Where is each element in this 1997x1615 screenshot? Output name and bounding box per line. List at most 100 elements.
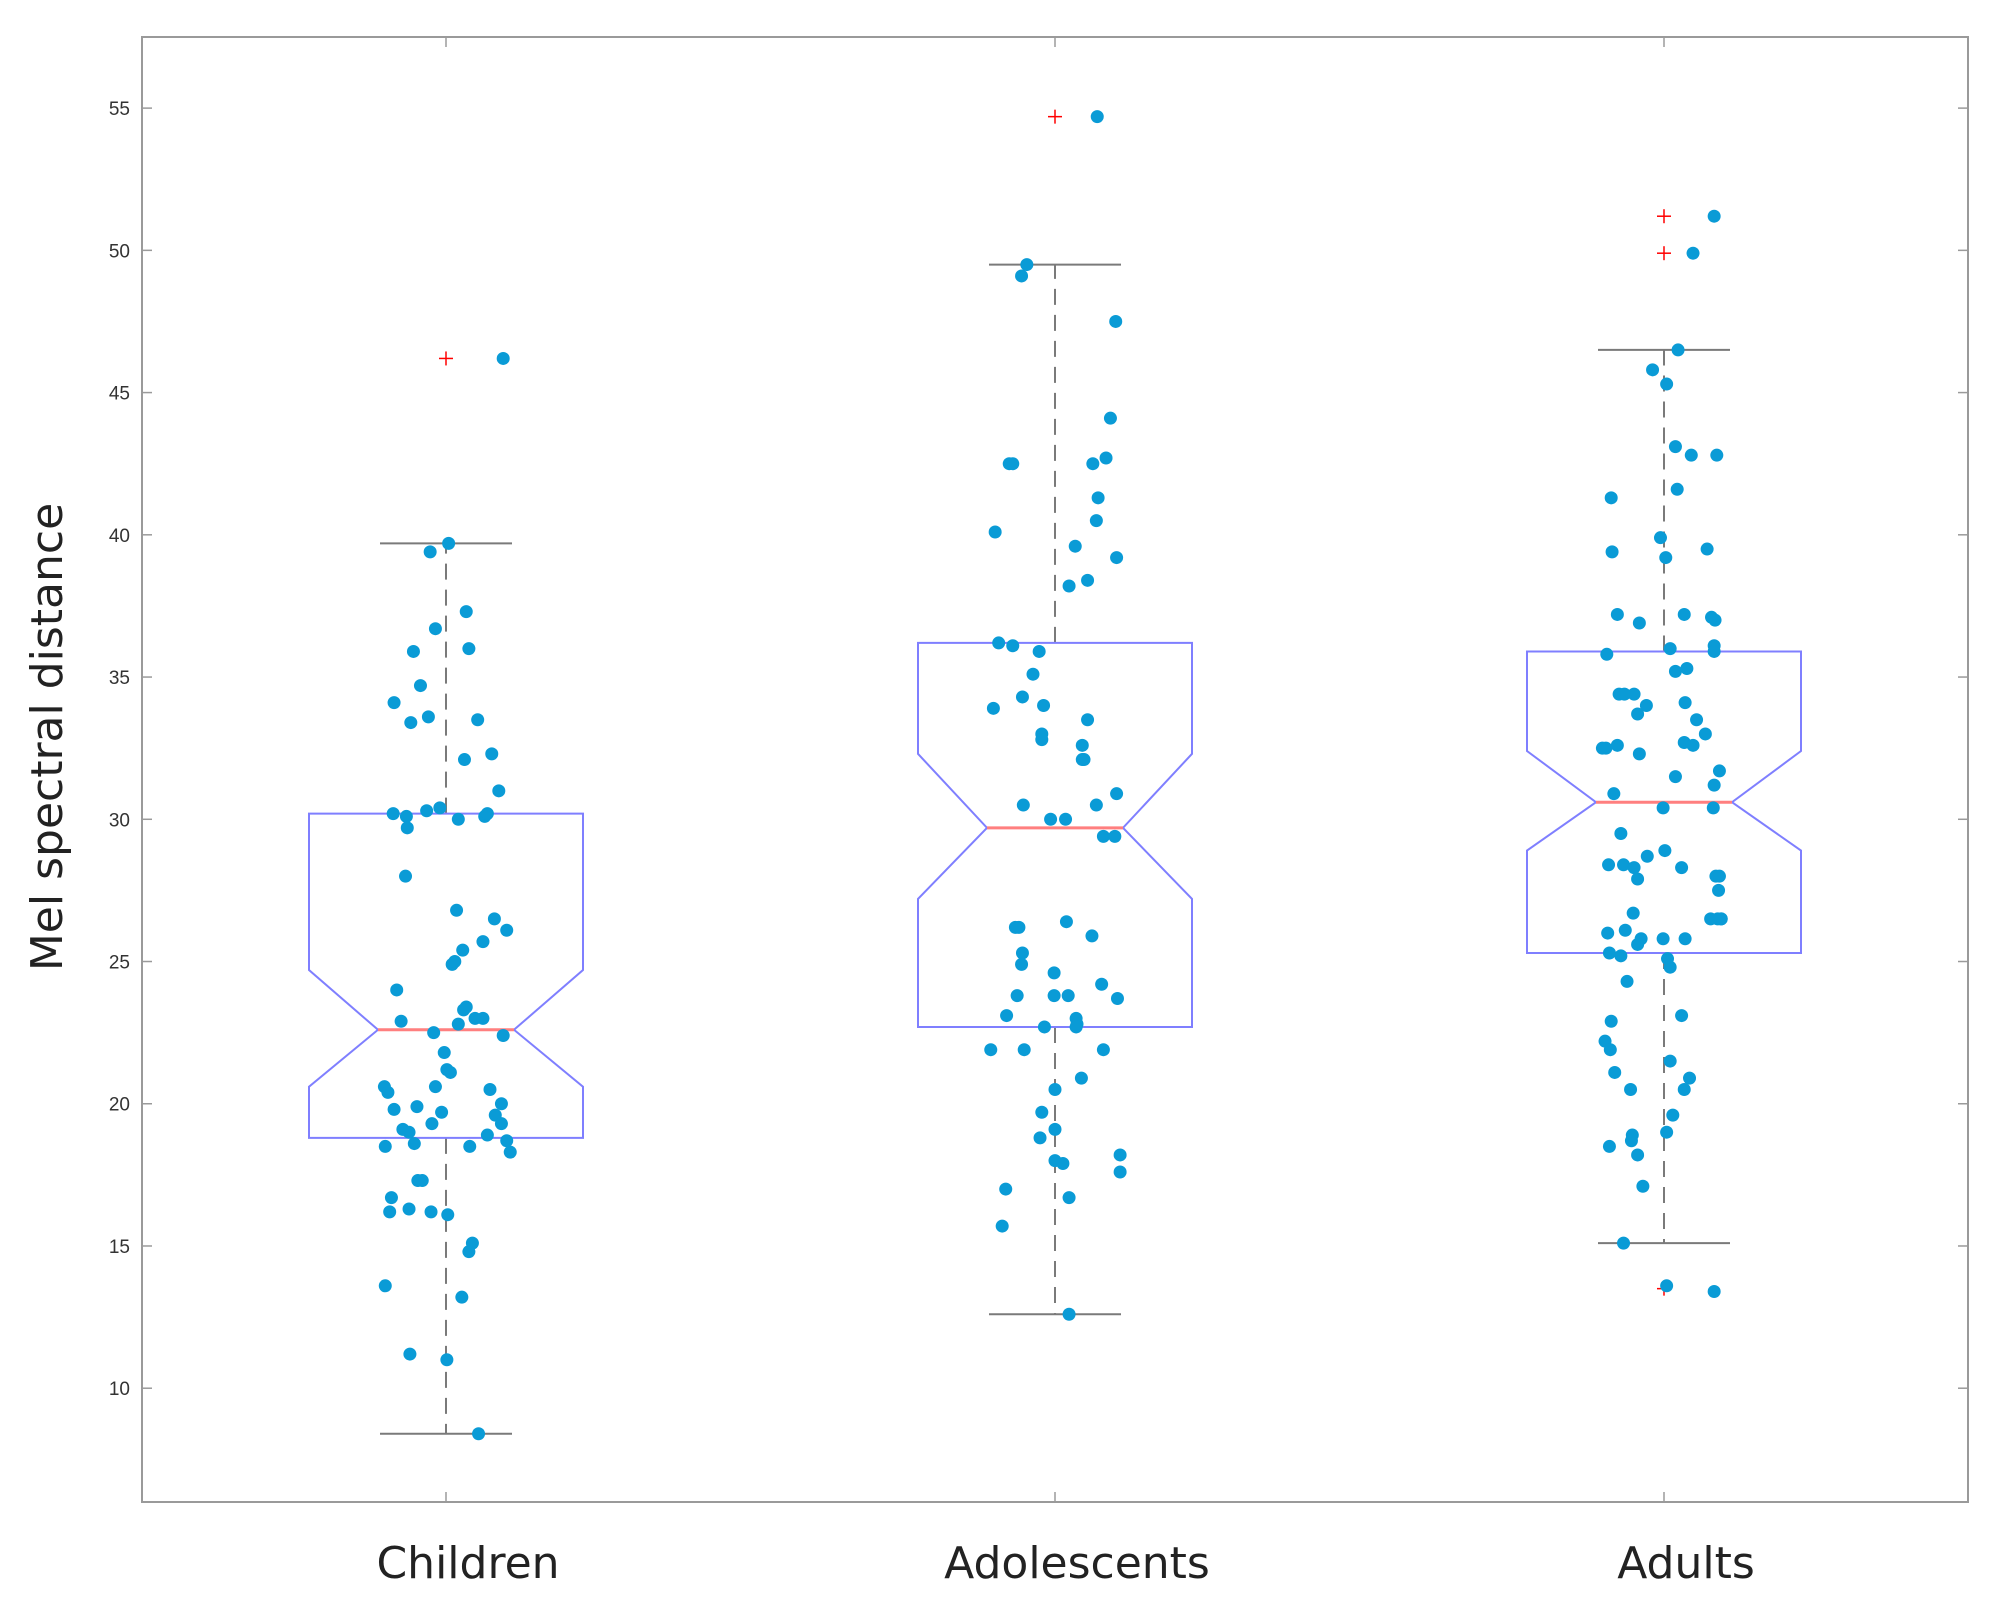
data-point [1677,1083,1691,1097]
data-point [1610,607,1624,621]
data-point [1096,1043,1110,1057]
data-point [1617,687,1631,701]
data-point [1656,801,1670,815]
data-point [1061,989,1075,1003]
data-point [472,1427,486,1441]
data-point [378,1139,392,1153]
data-point [1607,787,1621,801]
data-point [1048,1083,1062,1097]
data-point [402,1125,416,1139]
data-point [1653,531,1667,545]
data-point [1035,733,1049,747]
data-point [1700,542,1714,556]
data-point [1678,932,1692,946]
data-point [487,912,501,926]
data-point [413,679,427,693]
data-point [1663,1054,1677,1068]
data-point [1026,667,1040,681]
data-point [1646,363,1660,377]
data-point [1698,727,1712,741]
data-point [456,943,470,957]
data-point [423,545,437,559]
data-point [1608,1065,1622,1079]
data-point [381,1085,395,1099]
data-point [1668,770,1682,784]
data-point [387,1102,401,1116]
data-point [451,812,465,826]
data-point [1103,411,1117,425]
data-point [1603,1043,1617,1057]
data-point [1656,932,1670,946]
data-point [1680,662,1694,676]
notched-box [917,641,1193,1028]
data-point [1670,482,1684,496]
data-point [435,1105,449,1119]
data-point [1714,912,1728,926]
data-point [1037,1020,1051,1034]
data-point [1074,1071,1088,1085]
data-point [378,1279,392,1293]
data-point [1684,448,1698,462]
data-point [1062,1307,1076,1321]
data-point [1624,1083,1638,1097]
data-point [1099,451,1113,465]
data-point [496,351,510,365]
data-point [1627,687,1641,701]
data-point [1659,551,1673,565]
data-point [1666,1108,1680,1122]
data-point [1062,1191,1076,1205]
data-point [1617,858,1631,872]
data-point [1015,690,1029,704]
data-point [1605,545,1619,559]
data-point [1604,491,1618,505]
data-point [1113,1165,1127,1179]
data-point [1660,1279,1674,1293]
data-point [1631,707,1645,721]
data-point [1620,974,1634,988]
data-point [1602,858,1616,872]
data-point [1047,989,1061,1003]
data-point [415,1174,429,1188]
data-point [476,935,490,949]
data-point [1032,644,1046,658]
data-point [1108,829,1122,843]
data-point [1010,989,1024,1003]
data-point [1089,798,1103,812]
y-tick-label: 40 [109,526,130,547]
data-point [383,1205,397,1219]
data-point [999,1182,1013,1196]
data-point [1636,1179,1650,1193]
data-point [437,1046,451,1060]
data-point [463,1139,477,1153]
data-point [1678,696,1692,710]
data-point [483,1083,497,1097]
data-point [1631,937,1645,951]
data-point [448,955,462,969]
data-point [1632,616,1646,630]
data-point [1096,829,1110,843]
data-point [1033,1131,1047,1145]
data-point [394,1014,408,1028]
data-point [1015,269,1029,283]
data-point [1610,738,1624,752]
y-tick-label: 50 [109,241,130,262]
data-point [1056,1156,1070,1170]
data-point [387,696,401,710]
data-point [450,903,464,917]
data-point [1631,872,1645,886]
notched-box [1526,650,1802,954]
data-point [1602,946,1616,960]
data-point [1077,753,1091,767]
data-point [503,1145,517,1159]
data-point [455,1290,469,1304]
data-point [1707,778,1721,792]
axes [141,36,1969,1503]
data-point [1085,929,1099,943]
data-point [1081,573,1095,587]
data-point [1686,738,1700,752]
data-point [459,605,473,619]
data-point [494,1097,508,1111]
data-point [992,636,1006,650]
data-point [485,747,499,761]
axis-labels: 10 15 20 25 30 35 40 45 50 55 Children Adolescents A… [109,99,1755,1589]
